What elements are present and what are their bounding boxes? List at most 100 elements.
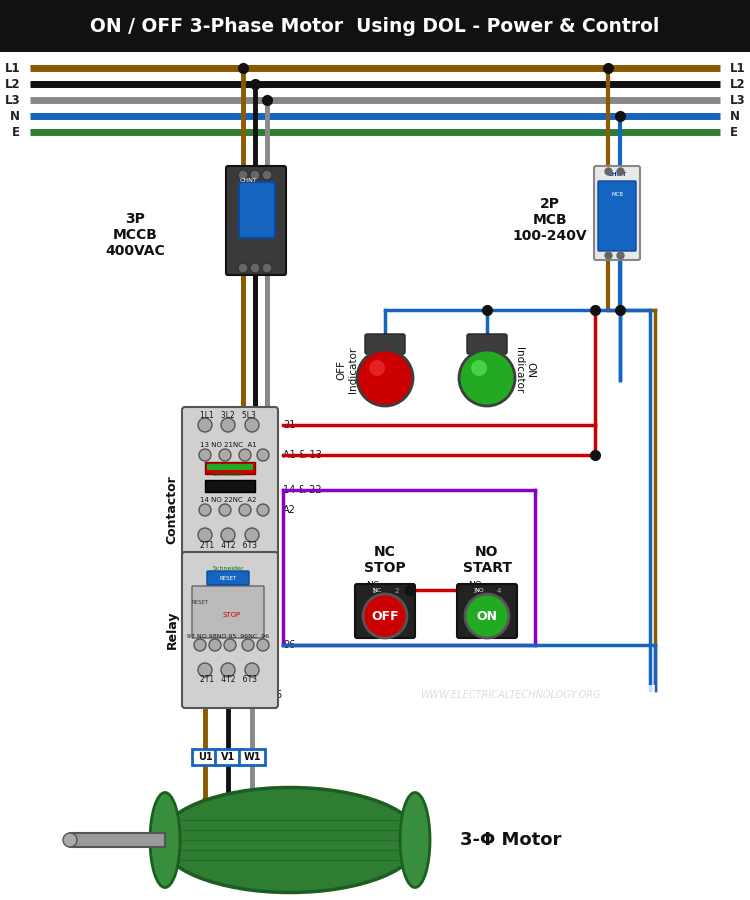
Text: 13 NO 21NC  A1: 13 NO 21NC A1 [200, 442, 256, 448]
Text: 1L1   3L2   5L3: 1L1 3L2 5L3 [200, 410, 256, 419]
Text: 4: 4 [496, 588, 501, 594]
Circle shape [219, 504, 231, 516]
Text: Schneider: Schneider [212, 565, 244, 571]
Circle shape [198, 418, 212, 432]
FancyBboxPatch shape [192, 749, 218, 765]
Circle shape [245, 528, 259, 542]
Text: OFF
Indicator: OFF Indicator [336, 346, 358, 393]
Text: Schneider: Schneider [212, 472, 244, 476]
Circle shape [221, 663, 235, 677]
Text: CHNT: CHNT [608, 173, 627, 177]
FancyBboxPatch shape [239, 749, 265, 765]
Ellipse shape [63, 833, 77, 847]
Circle shape [262, 170, 272, 180]
Text: 14 NO 22NC  A2: 14 NO 22NC A2 [200, 497, 256, 503]
Circle shape [238, 170, 248, 180]
FancyBboxPatch shape [239, 182, 275, 238]
Text: 96: 96 [283, 640, 296, 650]
Text: MCB: MCB [611, 193, 623, 197]
Circle shape [363, 594, 407, 638]
Text: NC
STOP: NC STOP [364, 544, 406, 575]
Circle shape [221, 528, 235, 542]
FancyBboxPatch shape [192, 586, 264, 638]
Text: V1: V1 [220, 752, 236, 762]
Bar [207, 464, 253, 470]
Bar [70, 833, 165, 847]
Circle shape [239, 504, 251, 516]
Text: ON
Indicator: ON Indicator [514, 346, 535, 393]
Text: 2T1   4T2   6T3: 2T1 4T2 6T3 [200, 676, 256, 685]
Circle shape [250, 170, 260, 180]
Text: NO: NO [468, 581, 482, 590]
Circle shape [471, 360, 487, 376]
Text: 2: 2 [394, 588, 399, 594]
Text: Contactor: Contactor [166, 475, 178, 544]
Text: N: N [10, 110, 20, 122]
Text: ON / OFF 3-Phase Motor  Using DOL - Power & Control: ON / OFF 3-Phase Motor Using DOL - Power… [90, 16, 660, 35]
Text: A2: A2 [283, 505, 296, 515]
FancyBboxPatch shape [594, 166, 640, 260]
Circle shape [221, 418, 235, 432]
Text: A1 & 13: A1 & 13 [283, 450, 322, 460]
Text: 14 & 22: 14 & 22 [283, 485, 322, 495]
Text: E: E [12, 125, 20, 139]
Circle shape [199, 449, 211, 461]
Circle shape [262, 263, 272, 273]
Ellipse shape [400, 793, 430, 887]
Text: 3: 3 [472, 588, 477, 594]
FancyBboxPatch shape [182, 407, 278, 623]
Text: 3-Φ Motor: 3-Φ Motor [460, 831, 561, 849]
Text: Relay: Relay [166, 611, 178, 649]
Text: 97 NO 98NO 95  96NC  96: 97 NO 98NO 95 96NC 96 [187, 634, 269, 640]
FancyBboxPatch shape [215, 749, 241, 765]
Text: 3P
MCCB
400VAC: 3P MCCB 400VAC [105, 212, 165, 258]
Text: NC: NC [367, 581, 380, 590]
Text: RESET: RESET [219, 575, 237, 580]
Circle shape [357, 350, 413, 406]
Text: NO
START: NO START [463, 544, 512, 575]
Text: NC: NC [373, 589, 382, 593]
Circle shape [209, 639, 221, 651]
Text: 21: 21 [283, 420, 296, 430]
FancyBboxPatch shape [207, 571, 249, 585]
Circle shape [199, 504, 211, 516]
Text: L2: L2 [4, 77, 20, 91]
Circle shape [245, 418, 259, 432]
Circle shape [465, 594, 509, 638]
Text: L2: L2 [730, 77, 746, 91]
Bar [0, 0, 750, 52]
FancyBboxPatch shape [598, 181, 636, 251]
Circle shape [369, 360, 385, 376]
Text: STOP: STOP [223, 612, 241, 618]
Text: L1: L1 [4, 61, 20, 75]
Circle shape [257, 449, 269, 461]
Ellipse shape [150, 793, 180, 887]
Circle shape [194, 639, 206, 651]
Text: 2P
MCB
100-240V: 2P MCB 100-240V [513, 197, 587, 243]
Text: NO: NO [474, 589, 484, 593]
Circle shape [219, 449, 231, 461]
Circle shape [257, 639, 269, 651]
Text: RESET: RESET [191, 599, 208, 605]
Circle shape [245, 663, 259, 677]
Text: L3: L3 [4, 94, 20, 106]
Circle shape [198, 663, 212, 677]
FancyBboxPatch shape [467, 334, 507, 354]
Text: U1: U1 [198, 752, 212, 762]
Circle shape [459, 350, 515, 406]
Text: 95: 95 [271, 690, 283, 700]
Text: E: E [730, 125, 738, 139]
Text: W1: W1 [243, 752, 261, 762]
Text: CHNT: CHNT [240, 177, 258, 183]
Text: WWW.ELECTRICALTECHNOLOGY.ORG: WWW.ELECTRICALTECHNOLOGY.ORG [420, 690, 600, 700]
FancyBboxPatch shape [355, 584, 415, 638]
FancyBboxPatch shape [457, 584, 517, 638]
Circle shape [238, 263, 248, 273]
FancyBboxPatch shape [182, 552, 278, 708]
Text: N: N [730, 110, 740, 122]
Circle shape [250, 263, 260, 273]
Circle shape [224, 639, 236, 651]
Circle shape [242, 639, 254, 651]
Text: 2T1   4T2   6T3: 2T1 4T2 6T3 [200, 541, 256, 550]
Circle shape [239, 449, 251, 461]
